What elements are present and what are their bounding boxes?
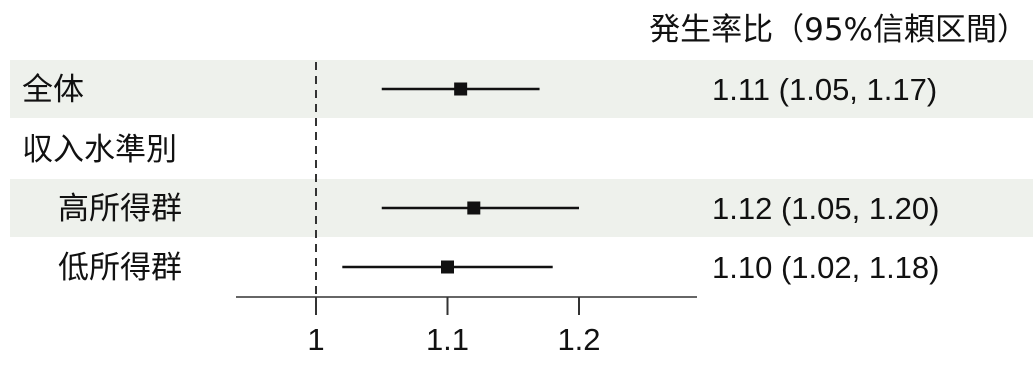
estimate-point [441,260,454,274]
estimate-text: 1.10 (1.02, 1.18) [712,250,940,285]
column-header: 発生率比（95%信頼区間） [649,12,1028,48]
x-tick-label: 1.2 [557,322,600,357]
estimate-point [467,201,481,215]
row-label: 高所得群 [58,191,182,227]
x-axis: 1 1.1 1.2 [236,296,697,357]
estimate-text: 1.11 (1.05, 1.17) [712,72,937,107]
x-tick-label: 1 [307,322,324,357]
row-label: 低所得群 [58,250,182,286]
x-tick-label: 1.1 [426,322,469,357]
estimate-point [454,82,468,96]
text-layer: 発生率比（95%信頼区間） 全体 1.11 (1.05, 1.17) 収入水準別高所… [22,12,1028,286]
estimate-text: 1.12 (1.05, 1.20) [712,191,940,226]
row-label: 収入水準別 [22,132,177,168]
marks-layer [342,82,579,274]
row-label: 全体 [22,72,84,108]
